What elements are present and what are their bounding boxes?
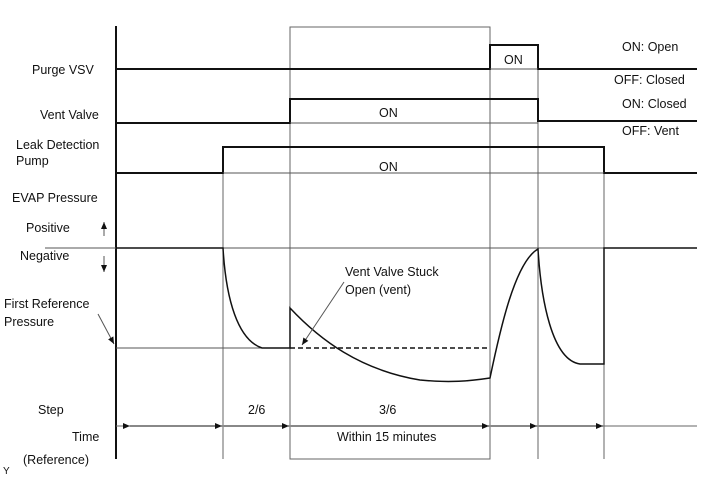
leak-pump-label-2: Pump: [16, 154, 49, 168]
corner-mark: Y: [3, 466, 10, 477]
time-value: Within 15 minutes: [337, 430, 436, 444]
time-label: Time: [72, 430, 99, 444]
reference-label: (Reference): [23, 453, 89, 467]
vent-valve-label: Vent Valve: [40, 108, 99, 122]
ref-arrow: [97, 313, 115, 345]
leak-pump-trace: [116, 146, 697, 174]
positive-label: Positive: [26, 221, 70, 235]
annotation-arrow: [301, 281, 345, 346]
purge-vsv-on: ON: [504, 53, 523, 67]
ref-label-2: Pressure: [4, 315, 54, 329]
annotation-line-1: Vent Valve Stuck: [345, 265, 439, 279]
purge-vsv-trace: [116, 44, 697, 70]
evap-pressure-trace: [116, 247, 697, 383]
annotation-line-2: Open (vent): [345, 283, 411, 297]
vent-off-meaning: OFF: Vent: [622, 124, 679, 138]
leak-pump-on: ON: [379, 160, 398, 174]
evap-label: EVAP Pressure: [12, 191, 98, 205]
purge-off-meaning: OFF: Closed: [614, 73, 685, 87]
purge-on-meaning: ON: Open: [622, 40, 678, 54]
step-3-box: [289, 26, 491, 460]
negative-label: Negative: [20, 249, 69, 263]
step-label: Step: [38, 403, 64, 417]
vent-on-meaning: ON: Closed: [622, 97, 687, 111]
vent-valve-on: ON: [379, 106, 398, 120]
purge-vsv-label: Purge VSV: [32, 63, 95, 77]
vent-valve-trace: [116, 98, 697, 124]
leak-pump-label-1: Leak Detection: [16, 138, 99, 152]
step-2-6: 2/6: [248, 403, 265, 417]
ref-label-1: First Reference: [4, 297, 89, 311]
step-3-6: 3/6: [379, 403, 396, 417]
